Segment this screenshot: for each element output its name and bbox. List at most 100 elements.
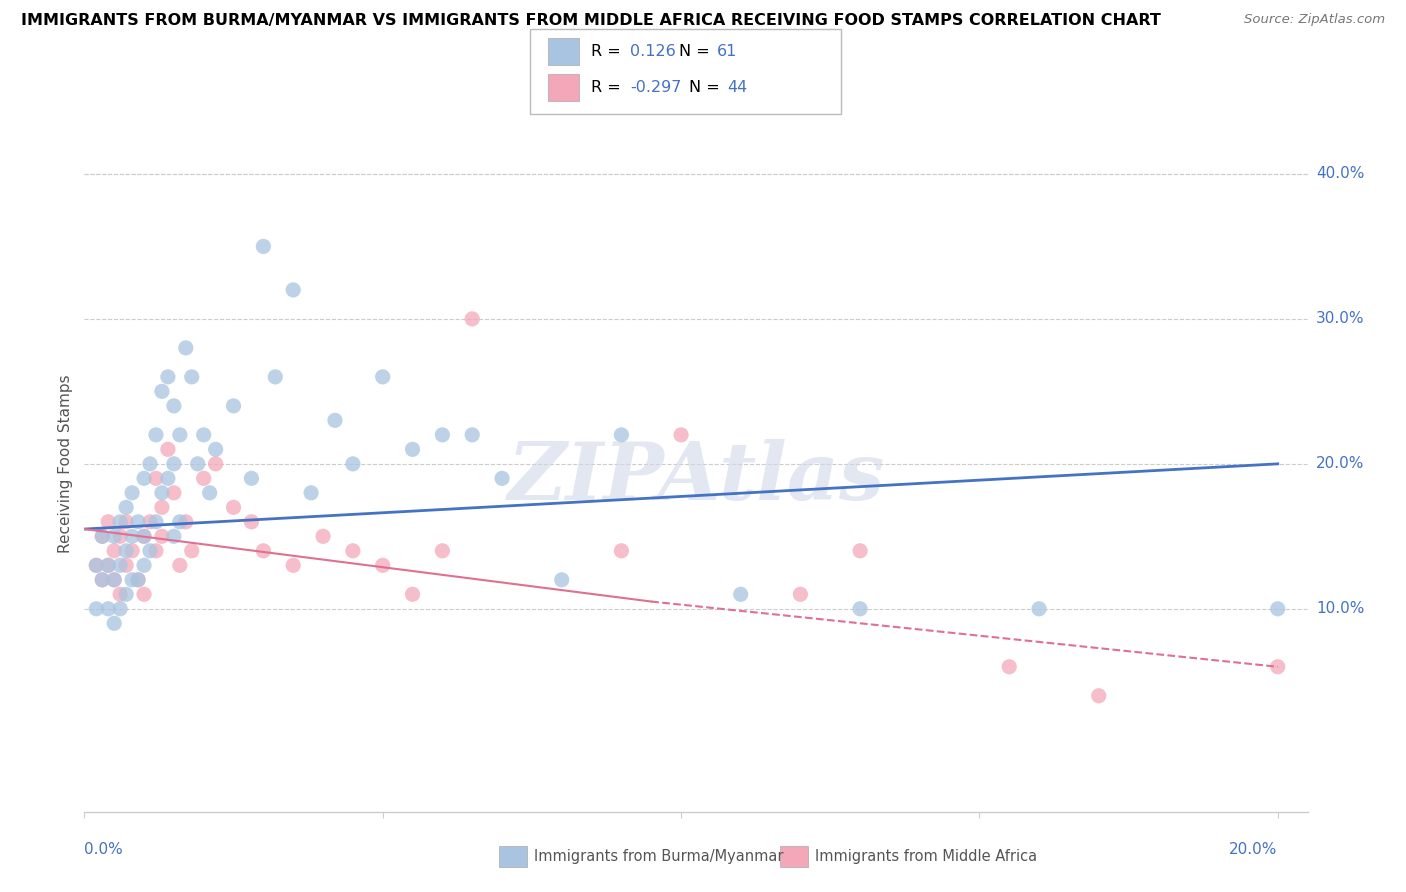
- Point: [432, 428, 454, 442]
- Point: [115, 558, 138, 573]
- Point: [610, 543, 633, 558]
- Point: [323, 413, 346, 427]
- Point: [193, 471, 215, 485]
- Point: [115, 515, 138, 529]
- Text: IMMIGRANTS FROM BURMA/MYANMAR VS IMMIGRANTS FROM MIDDLE AFRICA RECEIVING FOOD ST: IMMIGRANTS FROM BURMA/MYANMAR VS IMMIGRA…: [21, 13, 1161, 29]
- Text: N =: N =: [689, 80, 720, 95]
- Point: [252, 239, 274, 253]
- Text: 61: 61: [717, 45, 737, 59]
- Point: [610, 428, 633, 442]
- Point: [998, 660, 1021, 674]
- Point: [84, 601, 107, 615]
- Point: [163, 485, 186, 500]
- Point: [127, 573, 149, 587]
- Point: [252, 543, 274, 558]
- Point: [193, 428, 215, 442]
- Point: [108, 587, 131, 601]
- Point: [174, 515, 197, 529]
- Point: [103, 543, 125, 558]
- Point: [180, 543, 202, 558]
- Point: [264, 369, 287, 384]
- Point: [145, 428, 167, 442]
- Point: [174, 341, 197, 355]
- Point: [1267, 601, 1289, 615]
- Text: 10.0%: 10.0%: [1316, 601, 1364, 616]
- Point: [551, 573, 574, 587]
- Point: [145, 543, 167, 558]
- Point: [849, 601, 872, 615]
- Text: 20.0%: 20.0%: [1316, 457, 1364, 471]
- Point: [115, 587, 138, 601]
- Text: Immigrants from Middle Africa: Immigrants from Middle Africa: [815, 849, 1038, 863]
- Point: [103, 573, 125, 587]
- Point: [849, 543, 872, 558]
- Point: [108, 529, 131, 543]
- Point: [108, 515, 131, 529]
- Text: 20.0%: 20.0%: [1229, 842, 1278, 857]
- Point: [132, 529, 155, 543]
- Point: [461, 312, 484, 326]
- Point: [103, 529, 125, 543]
- Point: [240, 471, 263, 485]
- Point: [401, 442, 423, 457]
- Point: [371, 558, 394, 573]
- Point: [1087, 689, 1109, 703]
- Text: R =: R =: [591, 80, 620, 95]
- Point: [132, 529, 155, 543]
- Point: [91, 529, 114, 543]
- Point: [121, 529, 143, 543]
- Text: 0.0%: 0.0%: [84, 842, 124, 857]
- Point: [342, 543, 364, 558]
- Point: [669, 428, 692, 442]
- Point: [342, 457, 364, 471]
- Point: [283, 283, 305, 297]
- Text: 44: 44: [727, 80, 747, 95]
- Point: [97, 558, 120, 573]
- Point: [222, 399, 245, 413]
- Point: [145, 515, 167, 529]
- Point: [84, 558, 107, 573]
- Point: [145, 471, 167, 485]
- Point: [371, 369, 394, 384]
- Point: [198, 485, 221, 500]
- Point: [139, 515, 162, 529]
- Point: [127, 573, 149, 587]
- Point: [283, 558, 305, 573]
- Text: ZIPAtlas: ZIPAtlas: [508, 439, 884, 516]
- Point: [108, 558, 131, 573]
- Text: Source: ZipAtlas.com: Source: ZipAtlas.com: [1244, 13, 1385, 27]
- Point: [150, 529, 173, 543]
- Point: [139, 457, 162, 471]
- Point: [97, 558, 120, 573]
- Point: [240, 515, 263, 529]
- Text: 40.0%: 40.0%: [1316, 167, 1364, 181]
- Point: [121, 573, 143, 587]
- Text: R =: R =: [591, 45, 620, 59]
- Point: [491, 471, 513, 485]
- Point: [84, 558, 107, 573]
- Point: [204, 457, 226, 471]
- Point: [169, 428, 191, 442]
- Point: [150, 485, 173, 500]
- Point: [169, 558, 191, 573]
- Text: Immigrants from Burma/Myanmar: Immigrants from Burma/Myanmar: [534, 849, 783, 863]
- Point: [121, 485, 143, 500]
- Point: [1028, 601, 1050, 615]
- Point: [150, 500, 173, 515]
- Point: [156, 369, 179, 384]
- Point: [204, 442, 226, 457]
- Point: [97, 601, 120, 615]
- Point: [187, 457, 209, 471]
- Text: N =: N =: [679, 45, 710, 59]
- Point: [139, 543, 162, 558]
- Point: [91, 573, 114, 587]
- Point: [222, 500, 245, 515]
- Point: [132, 587, 155, 601]
- Point: [432, 543, 454, 558]
- Point: [789, 587, 811, 601]
- Point: [91, 573, 114, 587]
- Point: [299, 485, 322, 500]
- Point: [127, 515, 149, 529]
- Point: [132, 558, 155, 573]
- Point: [150, 384, 173, 399]
